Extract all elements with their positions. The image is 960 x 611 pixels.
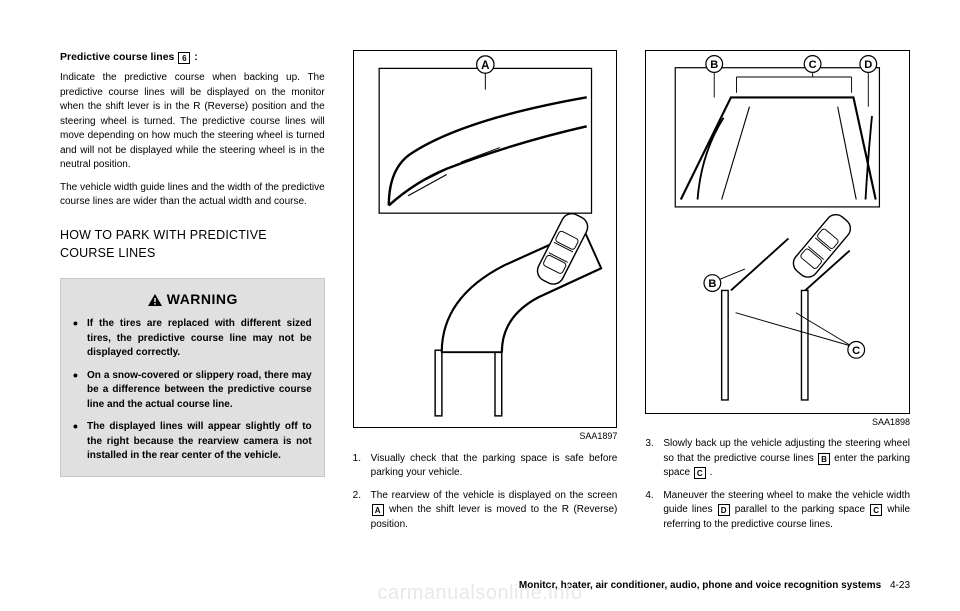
heading-text: Predictive course lines bbox=[60, 51, 174, 63]
figure-2: B C D bbox=[645, 50, 910, 414]
warning-label: WARNING bbox=[167, 291, 238, 307]
marker-c2-icon: C bbox=[853, 345, 861, 357]
figure-1: A bbox=[353, 50, 618, 428]
step-2: 2. The rearview of the vehicle is displa… bbox=[353, 489, 618, 533]
figure-2-svg: B C D bbox=[646, 51, 909, 413]
para-2: The vehicle width guide lines and the wi… bbox=[60, 181, 325, 210]
column-2: A bbox=[353, 50, 618, 540]
marker-a-icon: A bbox=[481, 60, 490, 72]
warning-heading: WARNING bbox=[73, 289, 312, 309]
predictive-heading: Predictive course lines 6 : bbox=[60, 50, 325, 65]
step-num: 3. bbox=[645, 437, 663, 481]
steps-col2: 1. Visually check that the parking space… bbox=[353, 452, 618, 541]
warning-text: If the tires are replaced with different… bbox=[87, 317, 312, 361]
marker-c-inline-icon: C bbox=[694, 467, 706, 479]
warning-list: • If the tires are replaced with differe… bbox=[73, 317, 312, 464]
warning-box: WARNING • If the tires are replaced with… bbox=[60, 278, 325, 477]
step-num: 4. bbox=[645, 489, 663, 533]
marker-c-inline-icon: C bbox=[870, 504, 882, 516]
warning-item: • If the tires are replaced with differe… bbox=[73, 317, 312, 361]
bullet-icon: • bbox=[73, 420, 87, 464]
step-num: 2. bbox=[353, 489, 371, 533]
step-text: The rearview of the vehicle is displayed… bbox=[371, 489, 618, 533]
step-text-post: when the shift lever is moved to the R (… bbox=[371, 504, 618, 530]
warning-item: • The displayed lines will appear slight… bbox=[73, 420, 312, 464]
footer-section: Monitor, heater, air conditioner, audio,… bbox=[519, 580, 881, 591]
step-1: 1. Visually check that the parking space… bbox=[353, 452, 618, 481]
step-text: Slowly back up the vehicle adjusting the… bbox=[663, 437, 910, 481]
marker-b-inline-icon: B bbox=[818, 453, 830, 465]
step-text-pre: The rearview of the vehicle is displayed… bbox=[371, 490, 618, 501]
step-text: Visually check that the parking space is… bbox=[371, 452, 618, 481]
manual-page: Predictive course lines 6 : Indicate the… bbox=[0, 0, 960, 560]
figure-1-svg: A bbox=[354, 51, 617, 427]
step-text: Maneuver the steering wheel to make the … bbox=[663, 489, 910, 533]
t: . bbox=[710, 467, 713, 478]
bullet-icon: • bbox=[73, 317, 87, 361]
marker-d-icon: D bbox=[865, 59, 873, 71]
step-3: 3. Slowly back up the vehicle adjusting … bbox=[645, 437, 910, 481]
marker-c-icon: C bbox=[809, 59, 817, 71]
step-4: 4. Maneuver the steering wheel to make t… bbox=[645, 489, 910, 533]
page-footer: Monitor, heater, air conditioner, audio,… bbox=[519, 579, 910, 594]
figure-2-caption: SAA1898 bbox=[645, 416, 910, 429]
steps-col3: 3. Slowly back up the vehicle adjusting … bbox=[645, 437, 910, 540]
column-1: Predictive course lines 6 : Indicate the… bbox=[60, 50, 325, 540]
warning-text: The displayed lines will appear slightly… bbox=[87, 420, 312, 464]
marker-b2-icon: B bbox=[709, 278, 717, 290]
page-number: 4-23 bbox=[890, 580, 910, 591]
marker-a-inline-icon: A bbox=[372, 504, 384, 516]
marker-d-inline-icon: D bbox=[718, 504, 730, 516]
t: parallel to the parking space bbox=[735, 504, 865, 515]
bullet-icon: • bbox=[73, 369, 87, 413]
step-num: 1. bbox=[353, 452, 371, 481]
warning-item: • On a snow-covered or slippery road, th… bbox=[73, 369, 312, 413]
heading-colon: : bbox=[194, 51, 198, 63]
warning-icon bbox=[147, 293, 163, 307]
para-1: Indicate the predictive course when back… bbox=[60, 71, 325, 173]
marker-6-icon: 6 bbox=[178, 52, 190, 64]
column-3: B C D bbox=[645, 50, 910, 540]
warning-text: On a snow-covered or slippery road, ther… bbox=[87, 369, 312, 413]
marker-b-icon: B bbox=[711, 59, 719, 71]
figure-1-caption: SAA1897 bbox=[353, 430, 618, 443]
section-title: HOW TO PARK WITH PREDICTIVE COURSE LINES bbox=[60, 226, 325, 262]
